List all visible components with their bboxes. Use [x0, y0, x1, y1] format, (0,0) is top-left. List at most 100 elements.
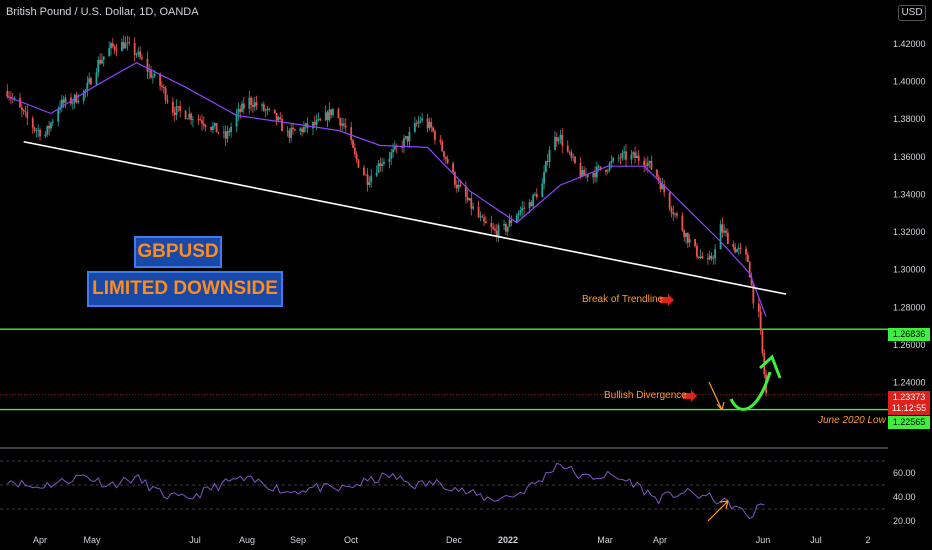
candle-body: [530, 202, 533, 207]
currency-badge[interactable]: USD: [898, 5, 926, 21]
candle-body: [366, 174, 369, 186]
candle-body: [204, 125, 207, 127]
candle-body: [135, 54, 138, 56]
price-tick-label: 1.36000: [893, 152, 926, 162]
candle-body: [508, 220, 511, 227]
candle-body: [674, 213, 676, 215]
candle-body: [122, 42, 125, 49]
candle-body: [363, 167, 365, 175]
candle-body: [686, 232, 689, 243]
rsi-tick-label: 20.00: [893, 516, 916, 526]
candle-body: [734, 246, 737, 253]
candle-body: [746, 254, 749, 262]
candle-body: [324, 112, 327, 121]
candle-body: [446, 159, 449, 164]
candle-body: [353, 147, 356, 155]
candle-body: [421, 118, 424, 121]
candle-body: [242, 103, 245, 109]
candle-body: [748, 261, 751, 278]
candle-body: [199, 119, 202, 121]
price-tick-label: 1.40000: [893, 77, 926, 87]
bullish-divergence-label: Bullish Divergence: [604, 390, 687, 401]
candle-body: [77, 101, 80, 103]
candle-body: [554, 137, 556, 150]
candle-body: [417, 121, 420, 124]
candle-body: [657, 176, 660, 182]
candle-body: [383, 161, 385, 164]
candle-body: [532, 194, 535, 207]
candle-body: [492, 227, 495, 229]
candle-body: [6, 90, 9, 97]
candle-body: [71, 102, 74, 104]
candle-body: [188, 113, 191, 119]
candle-body: [545, 161, 547, 172]
symbol-title[interactable]: British Pound / U.S. Dollar, 1D, OANDA: [6, 6, 199, 18]
candle-body: [184, 110, 187, 119]
candle-body: [683, 230, 686, 238]
time-tick-label: Jul: [189, 535, 201, 545]
candle-body: [224, 131, 227, 139]
candle-body: [625, 151, 627, 160]
divergence-arrow-shaft: [708, 381, 723, 411]
candle-body: [239, 108, 242, 112]
candle-body: [583, 170, 586, 176]
candle-body: [535, 193, 538, 198]
candle-body: [110, 43, 112, 49]
candle-body: [561, 134, 564, 146]
candle-body: [139, 51, 142, 58]
candle-body: [217, 132, 220, 134]
candle-body: [439, 139, 442, 142]
candle-body: [594, 173, 596, 178]
candle-body: [443, 151, 445, 157]
candle-body: [477, 206, 480, 217]
candle-body: [566, 145, 569, 152]
candle-body: [241, 103, 243, 112]
candle-body: [608, 163, 611, 171]
candle-body: [701, 256, 704, 259]
candle-body: [632, 152, 635, 155]
candle-body: [51, 121, 54, 123]
candle-body: [171, 101, 174, 113]
candle-body: [352, 140, 354, 148]
candle-body: [725, 230, 727, 233]
candle-body: [497, 225, 500, 237]
candle-body: [330, 109, 333, 116]
candle-body: [612, 158, 615, 162]
moving-average: [7, 62, 767, 317]
candle-body: [230, 126, 232, 133]
candle-body: [595, 166, 598, 178]
candle-body: [757, 303, 760, 312]
candle-body: [343, 123, 345, 126]
time-axis: Apr May Jul Aug Sep Oct Dec 2022 Mar Apr Jun Jul 2: [33, 535, 871, 545]
time-tick-label: Sep: [290, 535, 306, 545]
rsi-line: [6, 462, 765, 520]
candle-body: [670, 207, 673, 213]
red-pointer-arrow: [683, 390, 697, 402]
candle-body: [726, 232, 729, 245]
candle-body: [124, 43, 127, 49]
candle-body: [20, 107, 23, 111]
candle-body: [646, 162, 649, 167]
candle-body: [750, 277, 753, 285]
candle-body: [470, 198, 473, 209]
candle-body: [408, 131, 411, 142]
candle-body: [599, 166, 602, 170]
rsi-pane: 60.00 40.00 20.00: [0, 460, 916, 526]
candle-body: [479, 216, 482, 218]
candle-body: [328, 109, 331, 121]
candle-body: [355, 154, 358, 160]
candle-body: [357, 159, 360, 168]
candle-body: [579, 163, 582, 177]
candle-body: [186, 118, 189, 120]
resistance-price-tag: 1.26836: [888, 328, 930, 341]
candle-body: [175, 106, 178, 116]
candle-body: [752, 284, 755, 304]
candle-body: [159, 73, 162, 86]
moving-average-line: [7, 62, 767, 317]
candle-body: [459, 184, 462, 187]
candle-body: [426, 118, 429, 129]
candle-body: [202, 123, 205, 126]
candle-body: [164, 88, 167, 101]
candle-body: [197, 119, 200, 121]
candle-body: [161, 85, 163, 87]
